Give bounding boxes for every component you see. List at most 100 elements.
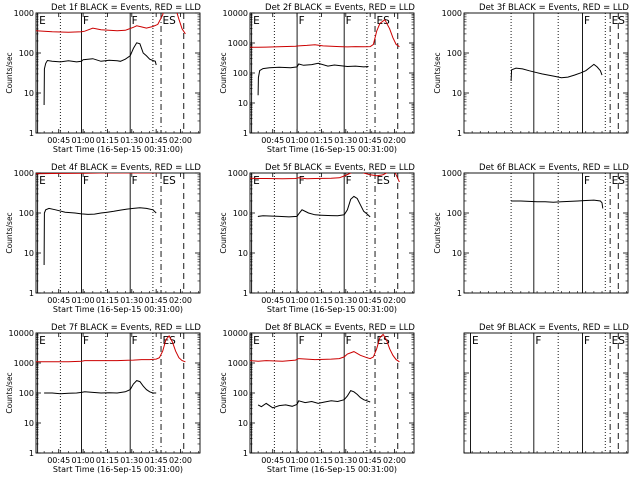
y-tick-label: 1: [29, 289, 34, 298]
marker-label: ES: [377, 175, 391, 187]
x-tick-label: 01:15: [310, 136, 333, 145]
series-line-black: [510, 63, 603, 82]
x-axis-label: Start Time (16-Sep-15 00:31:00): [267, 305, 397, 314]
y-axis-label: Counts/sec: [5, 372, 14, 413]
y-tick-label: 100: [19, 389, 34, 398]
y-tick-label: 10: [24, 419, 34, 428]
plot-frame: [463, 12, 629, 134]
y-tick-label: 100: [19, 209, 34, 218]
x-tick-label: 01:00: [286, 456, 309, 465]
x-tick-label: 00:45: [261, 456, 284, 465]
y-tick-label: 100: [233, 209, 248, 218]
marker-label: ES: [163, 175, 177, 187]
series-group: [36, 13, 186, 106]
y-tick-label: 1000: [14, 359, 34, 368]
panel-title: Det 4f BLACK = Events, RED = LLD: [51, 163, 201, 173]
y-axis-label: Counts/sec: [433, 52, 442, 93]
marker-label: F: [83, 175, 89, 187]
marker-label: F: [584, 15, 590, 27]
panel-2: Det 2f BLACK = Events, RED = LLD 1 10 100 10…: [219, 3, 415, 154]
x-axis-label: Start Time (16-Sep-15 00:31:00): [53, 305, 183, 314]
marker-label: ES: [612, 175, 626, 187]
panel-title: Det 3f BLACK = Events, RED = LLD: [479, 3, 629, 13]
marker-label: E: [253, 15, 260, 27]
marker-label: E: [39, 175, 46, 187]
series-group: [250, 173, 400, 218]
x-axis-label: Start Time (16-Sep-15 00:31:00): [53, 465, 183, 474]
y-axis-label: Counts/sec: [433, 212, 442, 253]
y-tick-label: 1000: [228, 359, 248, 368]
x-axis-label: Start Time (16-Sep-15 00:31:00): [53, 145, 183, 154]
y-axis-label: Counts/sec: [219, 212, 228, 253]
panel-title: Det 2f BLACK = Events, RED = LLD: [265, 3, 415, 13]
series-line-red: [250, 18, 400, 48]
plot-frame: [35, 12, 201, 134]
series-line-black: [257, 195, 371, 218]
y-tick-label: 100: [447, 49, 462, 58]
series-line-black: [257, 389, 371, 409]
x-tick-label: 02:00: [169, 456, 192, 465]
series-group: [250, 18, 400, 96]
marker-label: F: [132, 335, 138, 347]
y-tick-label: 100: [233, 69, 248, 78]
series-group: [510, 63, 603, 82]
series-group: [36, 335, 186, 395]
x-tick-label: 00:45: [47, 136, 70, 145]
x-tick-label: 01:15: [310, 296, 333, 305]
y-tick-label: 10: [238, 99, 248, 108]
series-line-red: [36, 335, 186, 363]
marker-label: E: [253, 335, 260, 347]
y-axis-label: Counts/sec: [219, 52, 228, 93]
x-tick-label: 00:45: [47, 456, 70, 465]
y-tick-label: 1000: [14, 9, 34, 18]
panel-title: Det 5f BLACK = Events, RED = LLD: [265, 163, 415, 173]
panel-title: Det 1f BLACK = Events, RED = LLD: [51, 3, 201, 13]
plot-frame: [249, 172, 415, 294]
x-tick-label: 01:15: [96, 296, 119, 305]
x-tick-label: 01:45: [145, 456, 168, 465]
series-line-black: [257, 62, 369, 96]
x-tick-label: 01:00: [72, 296, 95, 305]
series-line-red: [250, 173, 400, 183]
y-tick-label: 1: [243, 289, 248, 298]
marker-label: F: [346, 15, 352, 27]
x-tick-label: 01:00: [72, 456, 95, 465]
y-tick-label: 10: [24, 249, 34, 258]
y-tick-label: 10: [238, 419, 248, 428]
panel-title: Det 9f BLACK = Events, RED = LLD: [479, 323, 629, 333]
marker-lines: [37, 173, 185, 293]
panel-title: Det 7f BLACK = Events, RED = LLD: [51, 323, 201, 333]
x-tick-label: 01:00: [286, 136, 309, 145]
x-tick-label: 01:30: [120, 296, 143, 305]
x-tick-label: 01:45: [359, 296, 382, 305]
marker-label: F: [299, 15, 305, 27]
y-tick-label: 10000: [223, 329, 248, 338]
y-tick-label: 10: [452, 249, 462, 258]
marker-label: F: [535, 335, 541, 347]
marker-lines: [251, 13, 399, 133]
series-line-red: [250, 333, 400, 363]
marker-lines: [37, 13, 185, 133]
y-tick-label: 1000: [442, 169, 462, 178]
x-tick-label: 01:15: [96, 456, 119, 465]
series-line-black: [44, 380, 157, 395]
x-tick-label: 02:00: [383, 456, 406, 465]
panel-1: Det 1f BLACK = Events, RED = LLD 1 10 100 10…: [5, 3, 201, 154]
x-tick-label: 01:30: [334, 456, 357, 465]
y-tick-label: 10: [24, 89, 34, 98]
marker-label: F: [132, 175, 138, 187]
marker-label: F: [299, 335, 305, 347]
panel-4: Det 4f BLACK = Events, RED = LLD 1 10 100 10…: [5, 163, 201, 314]
series-group: [36, 173, 162, 266]
series-group: [511, 199, 604, 209]
y-tick-label: 1000: [442, 9, 462, 18]
marker-label: E: [472, 335, 479, 347]
marker-lines: [251, 173, 399, 293]
x-tick-label: 01:30: [334, 296, 357, 305]
marker-label: E: [39, 335, 46, 347]
panel-6: Det 6f BLACK = Events, RED = LLD 1 10 100 10…: [433, 163, 629, 298]
marker-label: ES: [612, 15, 626, 27]
marker-label: ES: [612, 335, 626, 347]
